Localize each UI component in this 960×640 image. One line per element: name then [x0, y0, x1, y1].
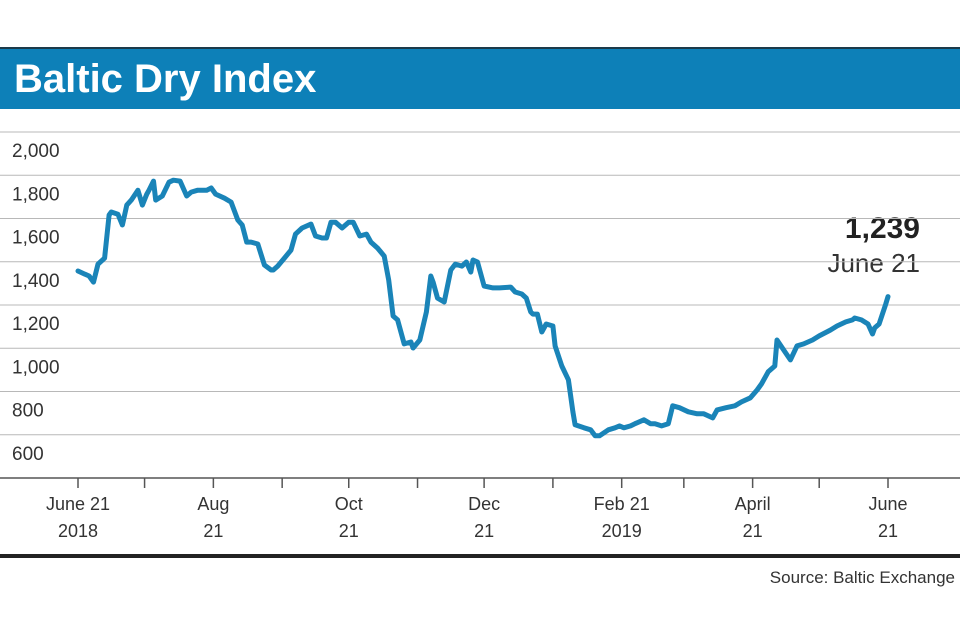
y-tick-label: 600 [12, 444, 44, 465]
y-tick-label: 1,600 [12, 228, 60, 249]
x-tick-label: 2018 [58, 521, 98, 541]
x-tick-label: 21 [339, 521, 359, 541]
header-bar [0, 47, 960, 109]
x-tick-label: 21 [203, 521, 223, 541]
x-tick-label: April [735, 494, 771, 514]
x-tick-label: 21 [474, 521, 494, 541]
end-date-label: June 21 [827, 248, 920, 278]
y-tick-label: 2,000 [12, 141, 60, 162]
data-line [75, 177, 891, 439]
chart-title: Baltic Dry Index [14, 57, 316, 101]
x-tick-label: 2019 [602, 521, 642, 541]
x-tick-label: Aug [197, 494, 229, 514]
x-tick-label: Feb 21 [594, 494, 650, 514]
x-tick-label: 21 [878, 521, 898, 541]
y-tick-label: 1,200 [12, 314, 60, 335]
source-note: Source: Baltic Exchange [770, 568, 955, 587]
y-tick-label: 800 [12, 401, 44, 422]
y-tick-label: 1,800 [12, 184, 60, 205]
x-tick-label: June 21 [46, 494, 110, 514]
end-value-label: 1,239 [845, 212, 920, 245]
x-tick-label: Dec [468, 494, 500, 514]
y-tick-label: 1,000 [12, 357, 60, 378]
x-tick-label: June [868, 494, 907, 514]
x-tick-label: 21 [743, 521, 763, 541]
y-tick-label: 1,400 [12, 271, 60, 292]
x-tick-label: Oct [335, 494, 363, 514]
